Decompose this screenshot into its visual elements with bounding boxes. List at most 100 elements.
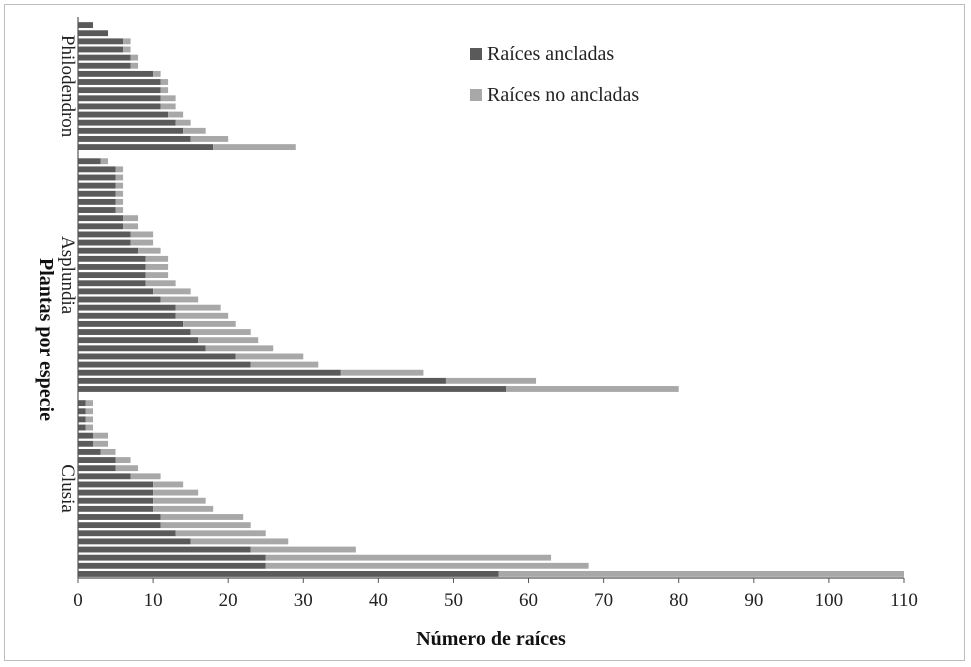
x-axis-ticks: 0 10 20 30 40 50 60 70 80 90 100 110 bbox=[73, 578, 918, 611]
bar-anchored bbox=[78, 296, 161, 303]
bar-anchored bbox=[78, 62, 131, 69]
bar-anchored bbox=[78, 280, 146, 287]
legend-swatch-not-anchored bbox=[470, 89, 482, 101]
bar-anchored bbox=[78, 119, 176, 126]
bar-anchored bbox=[78, 54, 131, 61]
bar-not-anchored bbox=[115, 190, 124, 197]
bar-not-anchored bbox=[175, 119, 191, 126]
bar-not-anchored bbox=[130, 231, 154, 238]
bar-not-anchored bbox=[115, 465, 139, 472]
bar-anchored bbox=[78, 440, 94, 447]
x-tick-label: 10 bbox=[144, 590, 163, 611]
group-labels: Philodendron Asplundia Clusia bbox=[57, 35, 78, 513]
bar-not-anchored bbox=[123, 38, 131, 45]
bar-not-anchored bbox=[145, 272, 169, 279]
bar-not-anchored bbox=[130, 62, 139, 69]
bar-anchored bbox=[78, 22, 94, 28]
bar-anchored bbox=[78, 554, 266, 561]
bar-anchored bbox=[78, 127, 184, 134]
bar-anchored bbox=[78, 448, 101, 455]
bar-anchored bbox=[78, 562, 266, 569]
group-label: Clusia bbox=[57, 464, 78, 513]
group-label: Asplundia bbox=[57, 236, 78, 315]
bar-anchored bbox=[78, 546, 251, 553]
bar-not-anchored bbox=[160, 87, 169, 94]
bar-anchored bbox=[78, 215, 124, 222]
bar-not-anchored bbox=[153, 70, 161, 77]
bar-anchored bbox=[78, 136, 191, 142]
bar-anchored bbox=[78, 571, 499, 577]
y-axis-title: Plantas por especie bbox=[35, 258, 57, 421]
bar-not-anchored bbox=[100, 448, 116, 455]
bar-not-anchored bbox=[265, 562, 589, 569]
bar-not-anchored bbox=[160, 95, 176, 102]
bars-layer bbox=[78, 22, 904, 577]
bar-not-anchored bbox=[123, 215, 139, 222]
bar-anchored bbox=[78, 312, 176, 319]
bar-anchored bbox=[78, 174, 116, 181]
bar-not-anchored bbox=[145, 255, 169, 262]
bar-not-anchored bbox=[175, 312, 229, 319]
x-axis-title: Número de raíces bbox=[416, 628, 566, 650]
bar-not-anchored bbox=[175, 530, 266, 537]
x-tick-label: 100 bbox=[815, 590, 844, 611]
bar-anchored bbox=[78, 239, 131, 246]
bar-not-anchored bbox=[506, 386, 679, 392]
bar-not-anchored bbox=[123, 46, 131, 53]
bar-not-anchored bbox=[205, 345, 274, 352]
bar-not-anchored bbox=[235, 353, 304, 360]
bar-not-anchored bbox=[250, 361, 319, 368]
bar-anchored bbox=[78, 530, 176, 537]
bar-anchored bbox=[78, 329, 191, 335]
bar-not-anchored bbox=[445, 377, 537, 384]
bar-not-anchored bbox=[115, 174, 124, 181]
bar-anchored bbox=[78, 190, 116, 197]
bar-anchored bbox=[78, 231, 131, 238]
bar-not-anchored bbox=[93, 432, 109, 439]
bar-anchored bbox=[78, 369, 341, 376]
bar-not-anchored bbox=[498, 571, 904, 577]
x-tick-label: 20 bbox=[219, 590, 238, 611]
bar-anchored bbox=[78, 345, 206, 352]
bar-anchored bbox=[78, 353, 236, 360]
bar-not-anchored bbox=[130, 54, 139, 61]
bar-not-anchored bbox=[190, 538, 289, 545]
bar-anchored bbox=[78, 505, 154, 512]
bar-not-anchored bbox=[115, 182, 124, 189]
bar-anchored bbox=[78, 79, 161, 85]
bar-anchored bbox=[78, 457, 116, 463]
bar-not-anchored bbox=[115, 198, 124, 205]
bar-not-anchored bbox=[115, 166, 124, 173]
bar-anchored bbox=[78, 465, 116, 472]
bar-anchored bbox=[78, 30, 109, 37]
bar-anchored bbox=[78, 247, 139, 254]
bar-not-anchored bbox=[198, 337, 259, 344]
bar-anchored bbox=[78, 337, 199, 344]
bar-anchored bbox=[78, 95, 161, 102]
bar-anchored bbox=[78, 473, 131, 480]
bar-not-anchored bbox=[160, 103, 176, 110]
bar-not-anchored bbox=[100, 158, 109, 165]
bar-anchored bbox=[78, 198, 116, 205]
bar-not-anchored bbox=[85, 416, 94, 423]
bar-not-anchored bbox=[183, 320, 236, 327]
x-tick-label: 60 bbox=[519, 590, 538, 611]
bar-not-anchored bbox=[153, 505, 214, 512]
bar-anchored bbox=[78, 304, 176, 311]
bar-anchored bbox=[78, 272, 146, 279]
bar-not-anchored bbox=[160, 514, 244, 520]
bar-not-anchored bbox=[85, 400, 94, 407]
legend-swatch-anchored bbox=[470, 48, 482, 60]
legend-label-anchored: Raíces ancladas bbox=[487, 43, 614, 65]
legend-label-not-anchored: Raíces no ancladas bbox=[487, 84, 639, 106]
x-tick-label: 30 bbox=[294, 590, 313, 611]
chart-frame bbox=[4, 4, 965, 661]
group-label: Philodendron bbox=[57, 35, 78, 138]
bar-not-anchored bbox=[213, 144, 296, 151]
bar-anchored bbox=[78, 497, 154, 504]
bar-anchored bbox=[78, 207, 116, 213]
bar-not-anchored bbox=[115, 207, 124, 213]
bar-not-anchored bbox=[153, 481, 184, 488]
bar-anchored bbox=[78, 158, 101, 165]
